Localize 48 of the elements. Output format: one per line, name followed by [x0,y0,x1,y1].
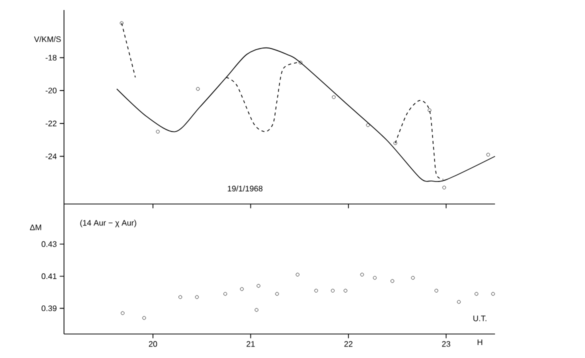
point [442,186,446,190]
point [298,60,302,64]
point [394,141,398,145]
point [296,272,300,276]
y-axis-title: V/KM/S [34,36,61,42]
point [434,288,438,292]
point [428,108,432,112]
y-axis-title: ΔM [30,224,42,230]
point [314,288,318,292]
y-tick-label: -18 [46,54,57,61]
y-tick-label: 0.43 [42,241,57,247]
point [390,279,394,283]
point [411,276,415,280]
point [491,292,495,296]
point [195,295,199,299]
point [256,284,260,288]
annotation: U.T. [473,316,486,322]
point [330,288,335,292]
point [457,300,461,304]
point [332,95,336,99]
point [196,87,200,91]
point [142,316,146,320]
point [178,295,182,299]
y-tick-label: 0.41 [42,273,56,280]
y-tick-label: -24 [46,154,57,160]
x-axis-title: H [478,339,482,345]
point [240,287,244,291]
y-tick-label: 0.39 [42,305,56,312]
y-tick-label: -22 [46,120,56,126]
annotation: (14 Aur − χ Aur) [80,220,136,228]
point [474,292,478,296]
point [223,292,228,296]
point [360,272,364,276]
point [366,123,370,127]
x-tick-label: 22 [344,341,352,347]
point [344,288,348,292]
point [373,276,377,280]
point [120,311,124,315]
point [275,292,279,296]
x-tick-label: 21 [246,341,255,347]
annotation: 19/1/1968 [228,186,262,192]
point [486,152,490,156]
x-tick-label: 20 [148,341,158,347]
point [120,21,124,25]
point [254,308,258,312]
point [156,130,160,134]
y-tick-label: -20 [46,88,57,94]
x-tick-label: 23 [442,341,450,347]
